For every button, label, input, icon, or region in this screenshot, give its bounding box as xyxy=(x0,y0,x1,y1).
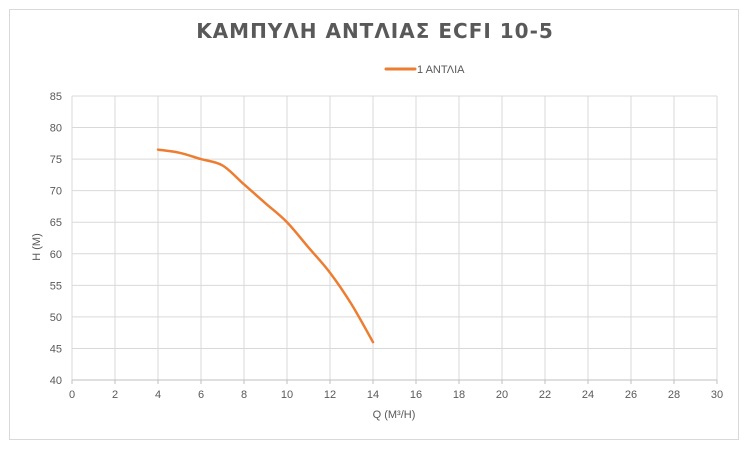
axes xyxy=(71,379,718,384)
x-tick-label: 20 xyxy=(496,389,508,401)
y-tick-label: 45 xyxy=(50,343,62,355)
gridlines xyxy=(71,95,718,380)
chart-title: ΚΑΜΠΥΛΗ ΑΝΤΛΙΑΣ ECFI 10-5 xyxy=(196,19,554,43)
x-tick-label: 12 xyxy=(324,389,336,401)
y-tick-label: 60 xyxy=(50,249,62,261)
x-tick-label: 10 xyxy=(281,389,293,401)
x-tick-label: 26 xyxy=(625,389,637,401)
y-tick-label: 70 xyxy=(50,186,62,198)
y-tick-label: 50 xyxy=(50,312,62,324)
legend-label: 1 ΑΝΤΛΙΑ xyxy=(417,64,465,76)
x-tick-label: 8 xyxy=(241,389,247,401)
x-tick-label: 24 xyxy=(582,389,594,401)
x-axis-label: Q (M³/H) xyxy=(373,409,416,421)
x-tick-label: 0 xyxy=(69,389,75,401)
y-tick-label: 75 xyxy=(50,154,62,166)
x-tick-label: 30 xyxy=(711,389,723,401)
x-tick-label: 16 xyxy=(410,389,422,401)
x-tick-label: 4 xyxy=(155,389,161,401)
x-tick-label: 22 xyxy=(539,389,551,401)
y-axis-label: H (M) xyxy=(31,233,43,261)
x-tick-labels: 0 2 4 6 8 10 12 14 16 18 20 22 24 26 28 30 xyxy=(69,389,723,401)
x-tick-label: 18 xyxy=(453,389,465,401)
y-tick-label: 80 xyxy=(50,123,62,135)
y-tick-label: 40 xyxy=(50,375,62,387)
x-tick-label: 14 xyxy=(367,389,379,401)
y-tick-label: 85 xyxy=(50,91,62,103)
x-tick-label: 2 xyxy=(112,389,118,401)
series xyxy=(156,148,375,344)
series-line xyxy=(156,148,375,344)
x-tick-label: 6 xyxy=(198,389,204,401)
legend: 1 ΑΝΤΛΙΑ xyxy=(384,64,465,76)
y-tick-label: 65 xyxy=(50,217,62,229)
x-tick-label: 28 xyxy=(668,389,680,401)
y-tick-labels: 40 45 50 55 60 65 70 75 80 85 xyxy=(50,91,62,387)
y-tick-label: 55 xyxy=(50,280,62,292)
